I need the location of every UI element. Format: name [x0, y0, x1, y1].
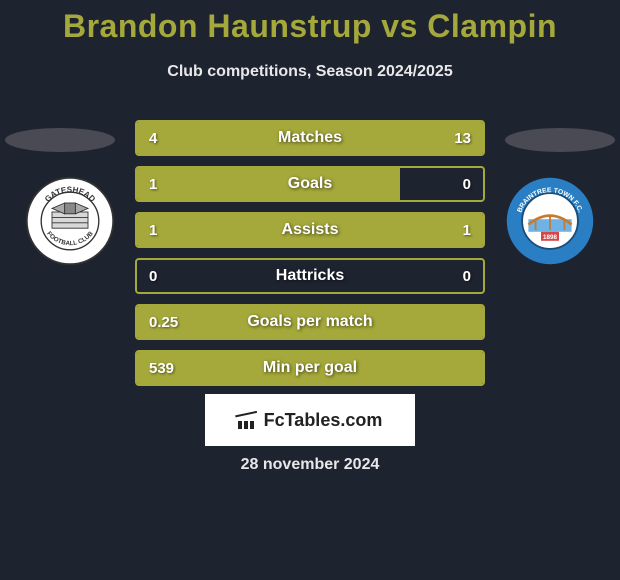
stat-value-right: 1 — [463, 222, 471, 239]
braintree-crest-icon: BRAINTREE TOWN F.C. THE IRON 1898 — [500, 176, 600, 266]
stat-label: Goals — [288, 175, 332, 193]
stat-label: Hattricks — [276, 267, 344, 285]
fctables-badge[interactable]: FcTables.com — [205, 394, 415, 446]
stat-value-right: 13 — [454, 130, 471, 147]
stat-label: Matches — [278, 129, 342, 147]
stat-row: 4 13 Matches — [135, 120, 485, 156]
svg-text:1898: 1898 — [543, 234, 558, 241]
stat-value-left: 539 — [149, 360, 174, 377]
stat-value-left: 4 — [149, 130, 157, 147]
subtitle: Club competitions, Season 2024/2025 — [0, 63, 620, 81]
stat-value-left: 1 — [149, 176, 157, 193]
stat-row: 1 1 Assists — [135, 212, 485, 248]
stat-value-right: 0 — [463, 176, 471, 193]
stat-value-right: 0 — [463, 268, 471, 285]
stat-fill-right — [218, 122, 483, 154]
stat-fill-left — [137, 168, 400, 200]
stat-row: 539 Min per goal — [135, 350, 485, 386]
stat-row: 0 0 Hattricks — [135, 258, 485, 294]
stat-value-left: 1 — [149, 222, 157, 239]
club-crest-right: BRAINTREE TOWN F.C. THE IRON 1898 — [500, 176, 600, 266]
stat-label: Goals per match — [247, 313, 372, 331]
stat-row: 0.25 Goals per match — [135, 304, 485, 340]
stat-label: Assists — [282, 221, 339, 239]
stat-label: Min per goal — [263, 359, 357, 377]
gateshead-crest-icon: GATESHEAD FOOTBALL CLUB — [20, 176, 120, 266]
stat-value-left: 0.25 — [149, 314, 178, 331]
player-marker-left — [5, 128, 115, 152]
player-marker-right — [505, 128, 615, 152]
club-crest-left: GATESHEAD FOOTBALL CLUB — [20, 176, 120, 266]
stat-row: 1 0 Goals — [135, 166, 485, 202]
chart-icon — [238, 411, 258, 429]
infographic-container: Brandon Haunstrup vs Clampin Club compet… — [0, 0, 620, 580]
date-text: 28 november 2024 — [241, 456, 380, 474]
fctables-text: FcTables.com — [264, 410, 383, 431]
stat-value-left: 0 — [149, 268, 157, 285]
page-title: Brandon Haunstrup vs Clampin — [0, 0, 620, 45]
stats-panel: 4 13 Matches 1 0 Goals 1 1 Assists 0 0 Hattricks 0.2… — [135, 120, 485, 396]
